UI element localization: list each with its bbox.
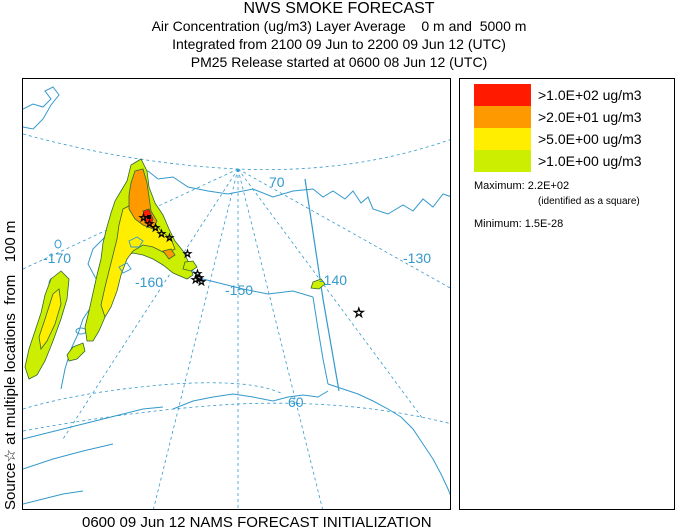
minimum-value: Minimum: 1.5E-28: [474, 218, 564, 230]
source-side-label: Source☆ at multiple locations from 100 m: [0, 78, 22, 510]
source-star: ☆: [151, 223, 160, 234]
forecast-initialization: 0600 09 Jun 12 NAMS FORECAST INITIALIZAT…: [82, 514, 432, 531]
fire-source-markers: ☆ ☆ ☆ ☆ ☆ ☆ ☆ ☆ ☆ ☆ ☆: [139, 213, 366, 321]
source-star: ☆: [353, 305, 365, 320]
legend-label: >2.0E+01 ug/m3: [538, 109, 642, 125]
maximum-value: Maximum: 2.2E+02: [474, 180, 570, 192]
source-star: ☆: [197, 277, 206, 288]
legend-row-2: >2.0E+01 ug/m3: [474, 106, 669, 128]
layer-subtitle: Air Concentration (ug/m3) Layer Average …: [151, 18, 527, 34]
source-star: ☆: [139, 213, 148, 224]
legend-row-4: >1.0E+00 ug/m3: [474, 150, 669, 172]
graticule-labels: -170 -160 -150 -140 -130 70 60: [43, 174, 431, 410]
legend-swatch: [474, 84, 531, 106]
lon-label: -130: [403, 250, 431, 266]
lat-label: 70: [269, 174, 285, 190]
graticule: [23, 133, 450, 509]
map-canvas[interactable]: ☆ ☆ ☆ ☆ ☆ ☆ ☆ ☆ ☆ ☆ ☆ -170 -160 -150 -14…: [23, 79, 451, 510]
legend-swatch: [474, 150, 531, 172]
legend-label: >5.0E+00 ug/m3: [538, 131, 642, 147]
legend-swatch: [474, 106, 531, 128]
source-star: ☆: [191, 275, 200, 286]
inland-water: [118, 236, 144, 274]
source-side-label-text: Source☆ at multiple locations from 100 m: [2, 221, 19, 510]
legend-row-3: >5.0E+00 ug/m3: [474, 128, 669, 150]
smoke-plume: [24, 158, 326, 380]
lon-label: -160: [135, 274, 163, 290]
map-title: NWS SMOKE FORECAST: [243, 0, 435, 17]
source-star: ☆: [195, 273, 204, 284]
lon-label: -140: [319, 272, 347, 288]
legend-panel: >1.0E+02 ug/m3 >2.0E+01 ug/m3 >5.0E+00 u…: [459, 78, 675, 510]
integration-period: Integrated from 2100 09 Jun to 2200 09 J…: [172, 36, 506, 52]
lon-label: -150: [225, 282, 253, 298]
source-star: ☆: [193, 269, 202, 280]
source-star: ☆: [165, 233, 174, 244]
release-info: PM25 Release started at 0600 08 Jun 12 (…: [190, 54, 488, 70]
legend-swatch: [474, 128, 531, 150]
map-panel[interactable]: ☆ ☆ ☆ ☆ ☆ ☆ ☆ ☆ ☆ ☆ ☆ -170 -160 -150 -14…: [22, 78, 451, 510]
source-star: ☆: [157, 229, 166, 240]
maximum-square: [147, 215, 151, 219]
maximum-note: (identified as a square): [538, 196, 640, 207]
source-star: ☆: [145, 219, 154, 230]
legend-label: >1.0E+02 ug/m3: [538, 87, 642, 103]
lon-label: -170: [43, 250, 71, 266]
legend-row-1: >1.0E+02 ug/m3: [474, 84, 669, 106]
lat-label: 60: [288, 394, 304, 410]
coastlines: [23, 86, 450, 505]
source-star: ☆: [183, 249, 192, 260]
us-canada-border: [304, 178, 340, 392]
legend-label: >1.0E+00 ug/m3: [538, 153, 642, 169]
